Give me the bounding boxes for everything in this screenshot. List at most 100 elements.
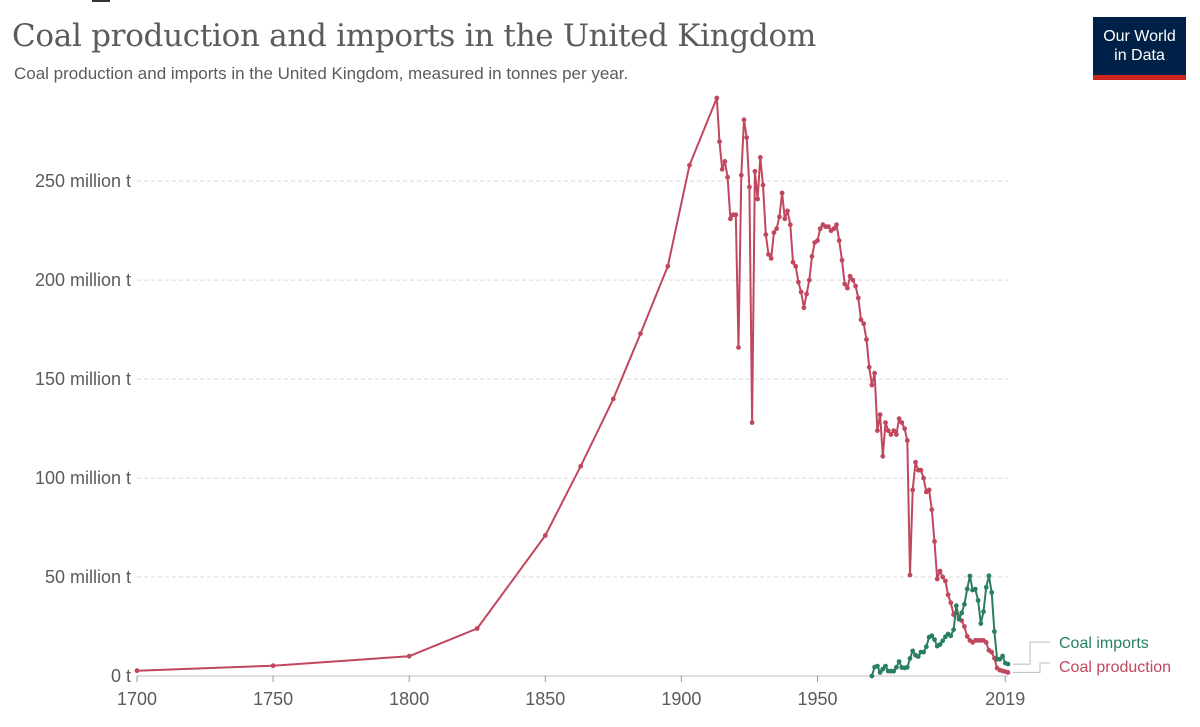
coal-production-point [542,533,548,538]
coal-imports-point [894,664,899,670]
coal-imports-point [921,649,926,655]
coal-imports-point [992,629,997,634]
logo-line-1: Our World [1103,28,1176,45]
coal-production-point [777,214,782,220]
gridlines [137,180,1008,677]
coal-production-point [940,574,946,580]
owid-logo[interactable]: Our World in Data [1093,17,1186,80]
coal-imports-point [891,668,897,674]
coal-production-point [866,364,872,370]
coal-production-point [842,281,848,287]
coal-production-point [847,273,853,279]
x-tick-label: 2019 [985,689,1025,709]
coal-imports-point [910,648,916,654]
coal-production-point [719,166,725,172]
coal-production-point [826,224,831,230]
coal-production-point [907,572,913,578]
coal-production-point [665,263,671,269]
legend: Coal imports Coal production [1013,635,1171,676]
coal-production-point [855,295,861,301]
top-edge-mark [92,0,110,2]
coal-production-point [858,317,864,323]
coal-production-point [801,305,807,311]
coal-production-point [763,232,769,238]
coal-production-point [872,370,877,376]
x-tick-label: 1850 [525,689,565,709]
coal-production-point [875,428,880,433]
coal-production-point [945,592,951,598]
coal-imports-point [972,586,978,592]
coal-production-point [747,184,752,190]
coal-production-point [934,576,940,582]
coal-imports-point [929,633,935,639]
coal-production-point [793,263,799,269]
coal-production-point [270,663,276,669]
coal-imports-point [989,590,995,595]
coal-production-point [918,467,924,473]
coal-imports-point [896,659,902,664]
coal-imports-point [956,616,962,622]
coal-production-point [834,222,839,228]
coal-production-point [798,289,804,295]
coal-imports-point [964,586,970,592]
coal-production-point [738,172,744,178]
coal-production-point [943,578,948,584]
coal-imports-point [948,633,954,639]
coal-production-point [853,283,858,289]
coal-production-point [839,257,845,263]
coal-production-point [904,438,910,443]
coal-production-point [983,640,989,645]
coal-production-point [815,238,820,244]
coal-production-line [136,97,1009,674]
legend-coal-production: Coal production [1059,659,1171,676]
coal-imports-point [915,654,921,659]
coal-imports-point [877,670,883,675]
chart-subtitle: Coal production and imports in the Unite… [14,64,629,83]
coal-production-point [771,230,777,236]
coal-production-point [932,539,937,544]
coal-imports-point [1000,653,1005,659]
coal-production-point [757,155,763,160]
coal-imports-point [959,610,965,616]
coal-imports-leader-line [1013,641,1050,665]
coal-imports-point [904,664,910,670]
logo-line-2: in Data [1114,47,1165,64]
coal-production-point [804,291,809,297]
coal-production-point [888,432,894,437]
coal-production-point [736,345,741,350]
coal-production-leader-line [1013,662,1050,673]
coal-production-point [921,475,926,481]
coal-production-point [948,600,954,606]
series-group[interactable] [134,95,1011,679]
x-tick-label: 1800 [389,689,429,709]
coal-production-point [755,196,760,202]
legend-coal-imports: Coal imports [1059,635,1149,652]
coal-production-point [725,174,730,180]
coal-production-point [134,668,140,674]
coal-production-point [610,396,616,402]
coal-imports-point [983,584,989,590]
coal-imports-point [997,656,1003,662]
coal-imports-point [907,656,913,661]
coal-production-point [790,259,796,265]
coal-production-point [774,226,779,232]
coal-production-point [787,222,793,228]
coal-production-point [796,279,801,285]
coal-production-point [880,453,886,459]
coal-imports-point [978,621,984,626]
coal-production-point [883,420,888,425]
coal-imports-point [883,663,888,669]
coal-production-point [809,254,815,259]
coal-imports-point [953,603,959,609]
coal-imports-point [940,638,946,644]
y-axis: 0 t 50 million t 100 million t 150 million … [35,171,131,686]
coal-production-point [891,428,897,433]
x-tick-label: 1750 [253,689,293,709]
coal-production-point [779,190,785,196]
coal-production-point [766,252,771,257]
coal-production-point [760,182,766,188]
coal-production-point [885,428,891,433]
coal-production-point [578,463,584,469]
coal-imports-point [981,609,986,615]
coal-production-point [962,624,967,629]
